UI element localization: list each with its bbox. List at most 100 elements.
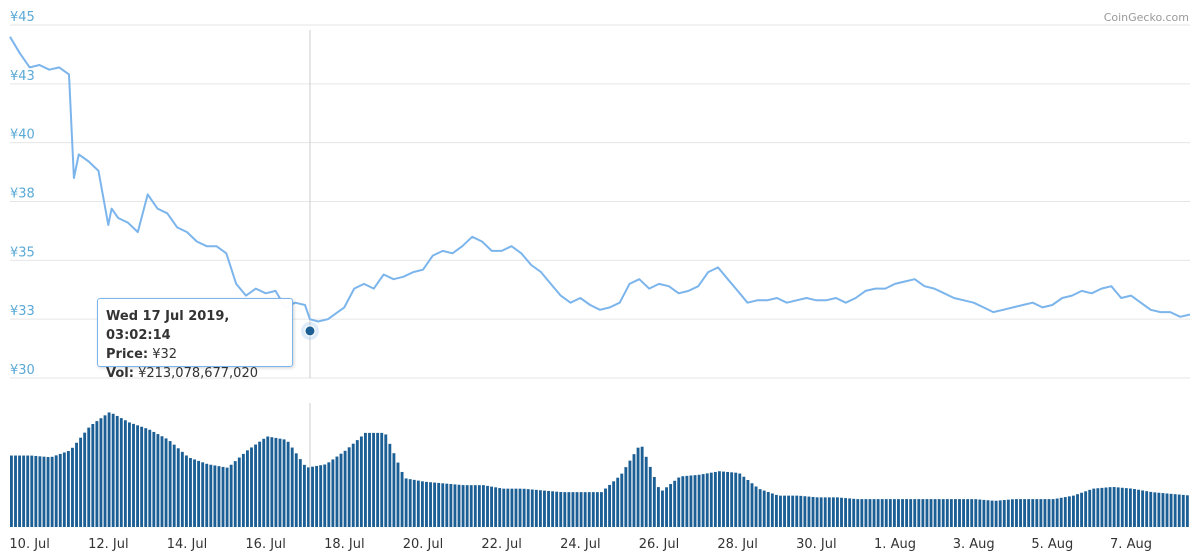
volume-bar: [449, 484, 453, 527]
volume-bar: [270, 437, 274, 527]
volume-bar: [58, 453, 62, 527]
volume-bar: [62, 452, 66, 527]
volume-bar: [709, 472, 713, 527]
y-tick-label: ¥30: [10, 363, 35, 378]
volume-bar: [917, 499, 921, 527]
hover-marker[interactable]: [304, 325, 316, 337]
x-tick-label: 16. Jul: [245, 537, 286, 551]
volume-bar: [958, 499, 961, 527]
volume-bar: [241, 453, 245, 527]
volume-bar: [152, 431, 156, 527]
volume-bar: [307, 467, 310, 527]
volume-bar: [713, 471, 717, 527]
volume-bar: [632, 454, 636, 527]
volume-bar: [184, 455, 188, 527]
volume-bar: [197, 460, 201, 527]
volume-bar: [1006, 499, 1010, 527]
volume-bar: [193, 459, 196, 527]
volume-bar: [1055, 498, 1059, 527]
volume-bar: [555, 491, 559, 527]
volume-bar: [1112, 487, 1116, 527]
volume-bar: [396, 462, 400, 527]
volume-bar: [302, 464, 306, 527]
volume-bar: [844, 498, 848, 527]
volume-bar: [246, 450, 249, 527]
volume-bar: [1153, 492, 1157, 527]
volume-bar: [205, 463, 209, 527]
volume-bar: [490, 486, 494, 527]
volume-bar: [408, 479, 412, 527]
volume-bar: [364, 432, 367, 527]
volume-bar: [982, 499, 986, 527]
volume-bar: [575, 492, 579, 527]
volume-bar: [380, 432, 384, 527]
volume-bar: [327, 462, 331, 527]
volume-bar: [441, 483, 445, 527]
volume-bar: [22, 455, 26, 527]
volume-bar: [888, 499, 892, 527]
volume-bar: [339, 453, 343, 527]
volume-bar: [884, 499, 888, 527]
volume-bar: [34, 455, 38, 527]
volume-bar: [1116, 487, 1120, 527]
volume-bar: [209, 464, 213, 527]
y-tick-label: ¥40: [10, 128, 35, 143]
volume-bar: [579, 492, 583, 527]
volume-bar: [262, 438, 266, 527]
volume-bar: [681, 476, 685, 527]
volume-bar: [640, 446, 644, 527]
volume-bar: [551, 491, 555, 527]
volume-bar: [400, 471, 404, 527]
x-tick-label: 24. Jul: [560, 537, 601, 551]
volume-bar: [1145, 491, 1149, 527]
volume-bar: [136, 425, 140, 527]
x-tick-label: 22. Jul: [481, 537, 522, 551]
volume-bar: [1015, 499, 1018, 527]
volume-bar: [1043, 499, 1047, 527]
volume-bar: [538, 490, 542, 527]
volume-bar: [128, 422, 131, 527]
volume-bar: [132, 423, 135, 527]
volume-bar: [254, 444, 258, 527]
volume-bar: [848, 498, 852, 527]
volume-bar: [1137, 489, 1140, 527]
volume-bar: [933, 499, 937, 527]
volume-bar: [1120, 487, 1124, 527]
x-tick-label: 3. Aug: [953, 537, 995, 551]
volume-bar: [1169, 493, 1173, 527]
volume-bar: [319, 465, 323, 527]
volume-bar: [799, 495, 803, 527]
volume-bar: [71, 447, 74, 527]
volume-bar: [1161, 493, 1165, 527]
volume-bar: [355, 440, 359, 527]
volume-bar: [425, 481, 428, 527]
volume-bar: [929, 499, 933, 527]
volume-bar: [746, 480, 750, 527]
volume-bar: [656, 487, 660, 527]
volume-bar: [486, 485, 489, 527]
time-x-axis: 10. Jul 12. Jul 14. Jul 16. Jul 18. Jul 20. J…: [9, 537, 1152, 551]
volume-bar: [665, 487, 668, 527]
credit-link[interactable]: CoinGecko.com: [1104, 11, 1189, 24]
volume-bar: [392, 453, 396, 527]
volume-bar: [201, 462, 205, 527]
volume-bar: [213, 465, 217, 527]
volume-bar: [534, 489, 538, 527]
volume-bar: [779, 495, 782, 527]
volume-bar: [1010, 499, 1014, 527]
volume-bar: [791, 495, 795, 527]
volume-bar: [583, 492, 587, 527]
volume-bar: [661, 490, 664, 527]
volume-bar: [986, 500, 990, 527]
volume-bar: [1173, 494, 1177, 527]
volume-bar: [111, 413, 115, 527]
volume-bar: [616, 477, 620, 527]
volume-bar: [941, 499, 945, 527]
volume-bar: [189, 458, 192, 527]
volume-bar: [1181, 494, 1185, 527]
volume-bar: [347, 447, 351, 527]
volume-bar: [1051, 499, 1055, 527]
volume-bar: [608, 484, 612, 527]
tooltip-price-label: Price:: [106, 347, 149, 362]
